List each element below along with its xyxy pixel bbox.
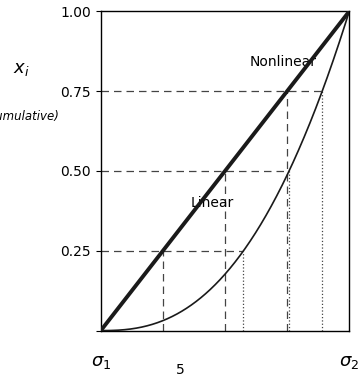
Text: $\sigma_2$: $\sigma_2$ bbox=[339, 353, 359, 371]
Text: $x_i$: $x_i$ bbox=[13, 60, 30, 78]
Text: 5: 5 bbox=[176, 363, 184, 377]
Text: Linear: Linear bbox=[190, 196, 234, 210]
Text: (cumulative): (cumulative) bbox=[0, 110, 59, 123]
Text: Nonlinear: Nonlinear bbox=[250, 55, 317, 70]
Text: $\sigma_1$: $\sigma_1$ bbox=[91, 353, 111, 371]
